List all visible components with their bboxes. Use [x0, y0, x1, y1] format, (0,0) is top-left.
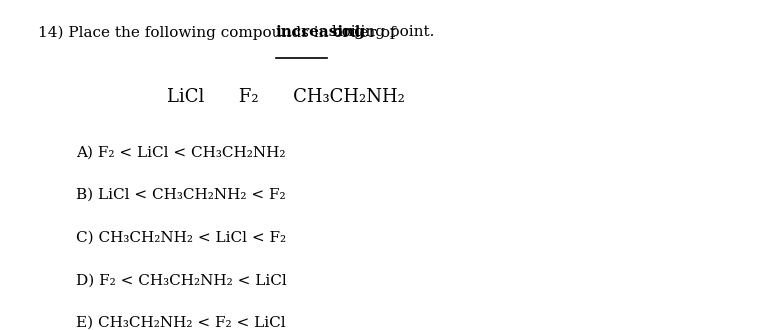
Text: 14) Place the following compounds in order of: 14) Place the following compounds in ord…	[38, 25, 401, 40]
Text: A) F₂ < LiCl < CH₃CH₂NH₂: A) F₂ < LiCl < CH₃CH₂NH₂	[76, 145, 286, 159]
Text: C) CH₃CH₂NH₂ < LiCl < F₂: C) CH₃CH₂NH₂ < LiCl < F₂	[76, 231, 286, 245]
Text: boiling point.: boiling point.	[328, 25, 435, 39]
Text: LiCl      F₂      CH₃CH₂NH₂: LiCl F₂ CH₃CH₂NH₂	[167, 88, 405, 107]
Text: D) F₂ < CH₃CH₂NH₂ < LiCl: D) F₂ < CH₃CH₂NH₂ < LiCl	[76, 273, 287, 287]
Text: E) CH₃CH₂NH₂ < F₂ < LiCl: E) CH₃CH₂NH₂ < F₂ < LiCl	[76, 316, 286, 330]
Text: B) LiCl < CH₃CH₂NH₂ < F₂: B) LiCl < CH₃CH₂NH₂ < F₂	[76, 188, 286, 202]
Text: increasing: increasing	[276, 25, 366, 39]
